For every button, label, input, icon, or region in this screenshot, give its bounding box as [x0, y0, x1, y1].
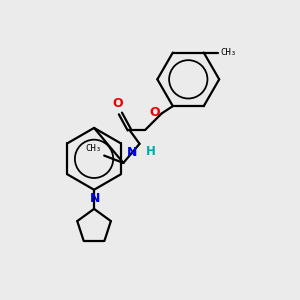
Text: O: O: [149, 106, 160, 119]
Text: H: H: [146, 145, 156, 158]
Text: CH₃: CH₃: [86, 144, 102, 153]
Text: N: N: [89, 192, 100, 206]
Text: CH₃: CH₃: [220, 48, 236, 57]
Text: N: N: [127, 146, 137, 159]
Text: O: O: [112, 97, 123, 110]
